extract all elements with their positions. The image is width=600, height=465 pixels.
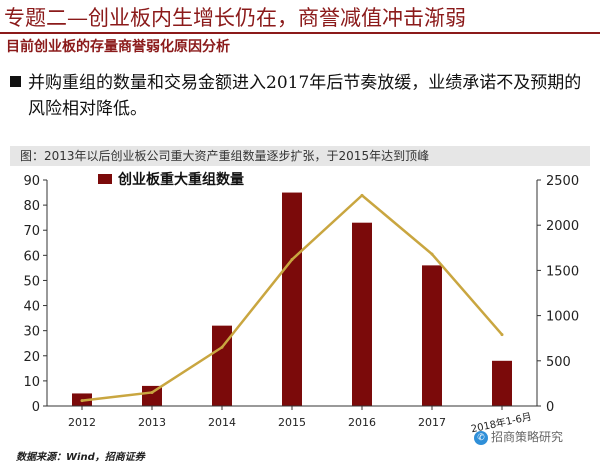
x-tick-label: 2013 (138, 416, 166, 429)
bar (212, 325, 232, 406)
title-divider (0, 32, 600, 34)
bar (282, 192, 302, 406)
bullet-text: 并购重组的数量和交易金额进入2017年后节奏放缓，业绩承诺不及预期的风险相对降低… (28, 73, 582, 119)
watermark: ✆ 招商策略研究 (474, 428, 563, 445)
bar-series (72, 192, 512, 406)
right-axis: 0 500 1000 1500 2000 2500 (536, 174, 579, 415)
watermark-text: 招商策略研究 (491, 430, 564, 444)
bar (492, 360, 512, 406)
left-axis: 0 10 20 30 40 50 60 70 80 90 (23, 174, 48, 415)
left-tick-label: 70 (23, 224, 40, 239)
line-point (360, 193, 364, 197)
left-tick-label: 90 (23, 174, 40, 189)
chart: 0 10 20 30 40 50 60 70 80 90 0 500 1000 1500 2000 2500… (23, 171, 579, 435)
bar (352, 222, 372, 406)
right-tick-label: 500 (546, 355, 571, 370)
chart-legend: 创业板重大重组数量 (98, 171, 244, 188)
right-tick-label: 0 (546, 400, 554, 415)
x-tick-label: 2017 (418, 416, 446, 429)
x-tick-label: 2016 (348, 416, 376, 429)
left-tick-label: 10 (23, 375, 40, 390)
line-series (80, 193, 504, 403)
left-tick-label: 30 (23, 325, 40, 340)
data-source: 数据来源：Wind，招商证券 (16, 452, 145, 463)
bar (142, 385, 162, 406)
x-tick-label: 2012 (68, 416, 96, 429)
x-tick-label: 2015 (278, 416, 306, 429)
legend-swatch (98, 174, 112, 184)
figure-caption: 图：2013年以后创业板公司重大资产重组数量逐步扩张，于2015年达到顶峰 (10, 146, 590, 166)
line-point (150, 390, 154, 394)
right-tick-label: 2000 (546, 219, 579, 234)
left-tick-label: 50 (23, 274, 40, 289)
wechat-icon: ✆ (474, 430, 488, 445)
line-point (80, 399, 84, 403)
line-point (290, 258, 294, 262)
left-tick-label: 0 (32, 400, 40, 415)
left-tick-label: 20 (23, 350, 40, 365)
x-tick-label: 2014 (208, 416, 236, 429)
left-tick-label: 60 (23, 249, 40, 264)
page-title: 专题二—创业板内生增长仍在，商誉减值冲击渐弱 (4, 6, 466, 30)
right-tick-label: 1000 (546, 310, 579, 325)
line-point (220, 345, 224, 349)
bullet-marker (10, 76, 21, 87)
legend-label: 创业板重大重组数量 (117, 171, 244, 188)
bar (422, 265, 442, 406)
left-tick-label: 40 (23, 300, 40, 315)
line-point (430, 252, 434, 256)
x-axis: 2012 2013 2014 2015 2016 2017 2018年1-6月 (47, 405, 537, 435)
right-tick-label: 2500 (546, 174, 579, 189)
left-tick-label: 80 (23, 199, 40, 214)
section-subtitle: 目前创业板的存量商誉弱化原因分析 (6, 39, 230, 55)
line-point (500, 333, 504, 337)
right-tick-label: 1500 (546, 264, 579, 279)
